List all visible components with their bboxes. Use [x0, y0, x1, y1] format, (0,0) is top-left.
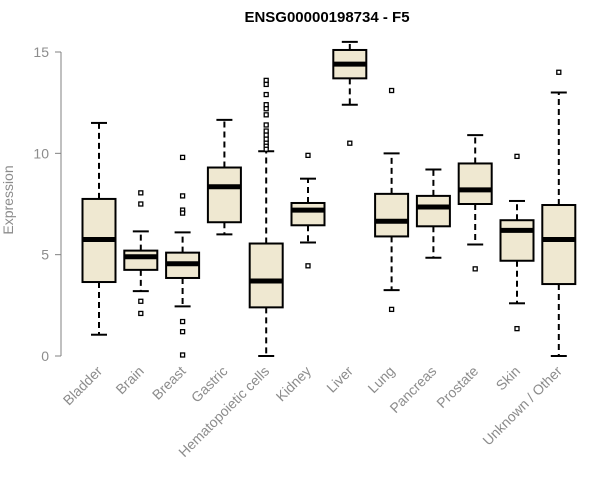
iqr-box — [374, 192, 410, 238]
outlier-point — [263, 128, 269, 134]
outlier-point — [263, 136, 269, 142]
outlier-point — [263, 146, 269, 152]
outlier-point — [179, 352, 186, 358]
x-tick-label: Bladder — [60, 363, 106, 409]
y-tick-label: 15 — [33, 44, 49, 60]
iqr-box — [123, 249, 159, 271]
box-group-brain — [123, 190, 159, 317]
y-tick-label: 0 — [41, 348, 49, 364]
iqr-box — [206, 166, 242, 224]
x-tick-label: Lung — [364, 363, 397, 396]
outlier-point — [138, 201, 144, 207]
x-tick-label: Unknown / Other — [479, 363, 565, 449]
box-group-lung — [374, 87, 410, 313]
y-tick-label: 10 — [33, 145, 49, 161]
outlier-point — [263, 77, 269, 84]
outlier-point — [514, 153, 520, 160]
outlier-point — [305, 263, 311, 269]
outlier-point — [388, 87, 395, 94]
outlier-point — [263, 132, 269, 138]
x-tick-label: Kidney — [273, 363, 315, 405]
outlier-point — [179, 193, 186, 199]
box-group-kidney — [290, 152, 326, 269]
box-group-bladder — [81, 121, 117, 336]
box-group-breast — [165, 154, 201, 358]
x-tick-label: Skin — [493, 363, 524, 394]
outlier-point — [388, 306, 395, 313]
outlier-point — [263, 102, 269, 108]
iqr-box — [499, 219, 535, 262]
outlier-point — [263, 91, 269, 98]
outlier-point — [179, 329, 186, 335]
boxes-group — [81, 40, 577, 358]
box-group-hematopoietic-cells — [248, 77, 284, 357]
outlier-point — [305, 152, 311, 159]
box-group-prostate — [457, 134, 493, 272]
chart-title: ENSG00000198734 - F5 — [244, 9, 409, 26]
outlier-point — [556, 69, 562, 75]
iqr-box — [290, 201, 326, 227]
outlier-point — [138, 310, 144, 317]
y-axis: 0 5 10 15 — [33, 44, 62, 364]
x-tick-label: Liver — [323, 363, 356, 396]
iqr-box — [415, 194, 451, 228]
iqr-box — [541, 204, 577, 286]
box-group-gastric — [206, 118, 242, 236]
x-tick-label: Brain — [112, 363, 146, 397]
box-group-skin — [499, 153, 535, 332]
outlier-point — [263, 106, 269, 112]
outlier-point — [514, 325, 520, 332]
y-axis-label: Expression — [0, 165, 16, 234]
outlier-point — [138, 298, 144, 304]
x-tick-label: Breast — [149, 363, 189, 403]
outlier-point — [138, 190, 144, 196]
x-tick-label: Prostate — [433, 363, 481, 411]
outlier-point — [347, 140, 353, 146]
box-group-unknown-other — [541, 69, 577, 357]
outlier-point — [179, 210, 186, 216]
outlier-point — [472, 266, 478, 272]
outlier-point — [263, 81, 269, 88]
iqr-box — [248, 242, 284, 309]
outlier-point — [179, 318, 186, 325]
outlier-point — [263, 112, 269, 118]
iqr-box — [457, 162, 493, 205]
outlier-point — [263, 122, 269, 128]
box-group-liver — [332, 40, 368, 146]
box-group-pancreas — [415, 168, 451, 259]
outlier-point — [179, 154, 186, 161]
y-tick-label: 5 — [41, 247, 49, 263]
